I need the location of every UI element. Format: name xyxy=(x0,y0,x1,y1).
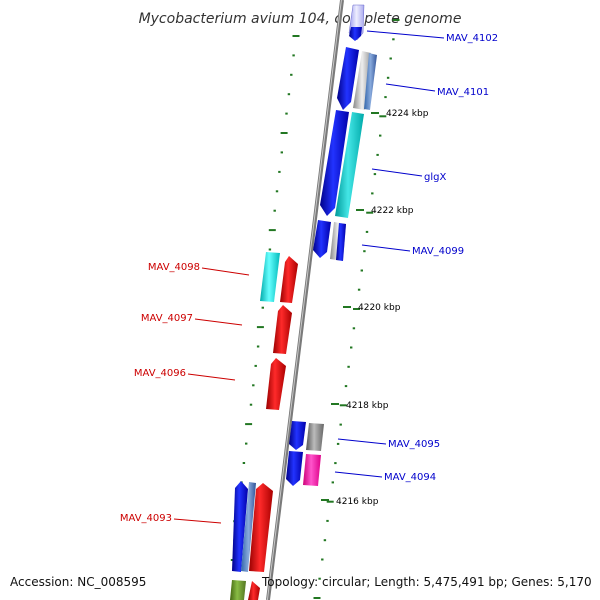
forward-strand-genes xyxy=(286,4,377,486)
gene-block-mav4095-b[interactable] xyxy=(306,423,324,451)
gene-arrow-mav4102[interactable] xyxy=(349,27,362,41)
leader-line-mav4093 xyxy=(173,518,222,524)
genome-summary-text: Topology: circular; Length: 5,475,491 bp… xyxy=(262,575,592,589)
scale-ticks-right xyxy=(313,19,400,599)
gene-label-mav4097[interactable]: MAV_4097 xyxy=(141,313,193,324)
gene-label-mav4096[interactable]: MAV_4096 xyxy=(134,368,186,379)
genome-backbone-highlight xyxy=(266,0,342,600)
leader-line-mav4095 xyxy=(337,438,387,445)
gene-block-mav4098-a[interactable] xyxy=(260,252,280,302)
gene-arrow-partial-red[interactable] xyxy=(248,581,260,600)
scale-label-4220: 4220 kbp xyxy=(358,303,401,313)
gene-labels: MAV_4102 MAV_4101 glgX MAV_4099 MAV_4098… xyxy=(120,30,498,524)
genome-backbone xyxy=(266,0,344,600)
gene-block-mav4094-b[interactable] xyxy=(303,454,321,486)
map-title: Mycobacterium avium 104, complete genome xyxy=(139,11,462,27)
scale-label-4218: 4218 kbp xyxy=(346,401,389,411)
gene-arrow-mav4093-c[interactable] xyxy=(249,483,273,572)
accession-text: Accession: NC_008595 xyxy=(10,575,147,589)
gene-label-mav4094[interactable]: MAV_4094 xyxy=(384,472,436,483)
gene-label-mav4098[interactable]: MAV_4098 xyxy=(148,262,200,273)
gene-block-mav4101-c[interactable] xyxy=(364,53,377,110)
gene-arrow-mav4095-a[interactable] xyxy=(289,421,306,450)
leader-line-mav4102 xyxy=(366,30,445,39)
gene-label-mav4101[interactable]: MAV_4101 xyxy=(437,87,489,98)
leader-line-mav4094 xyxy=(334,471,383,478)
leader-line-mav4099 xyxy=(361,244,411,252)
gene-arrow-mav4097[interactable] xyxy=(273,305,292,354)
gene-block-partial-olive[interactable] xyxy=(230,580,246,600)
gene-block-mav4093-b[interactable] xyxy=(241,482,256,572)
gene-arrow-mav4101-a[interactable] xyxy=(337,47,359,110)
gene-label-mav4093[interactable]: MAV_4093 xyxy=(120,513,172,524)
scale-labels: 4224 kbp 4222 kbp 4220 kbp 4218 kbp 4216… xyxy=(321,109,429,507)
gene-arrow-mav4098[interactable] xyxy=(280,256,298,303)
gene-block-mav4099-c[interactable] xyxy=(336,223,346,261)
gene-block-glgx-b[interactable] xyxy=(335,112,364,218)
leader-line-mav4096 xyxy=(187,373,236,381)
leader-line-glgx xyxy=(371,168,423,177)
gene-label-mav4102[interactable]: MAV_4102 xyxy=(446,33,498,44)
gene-label-glgx[interactable]: glgX xyxy=(424,172,446,183)
gene-arrow-mav4099-a[interactable] xyxy=(313,220,331,258)
gene-label-mav4099[interactable]: MAV_4099 xyxy=(412,246,464,257)
gene-arrow-glgx-a[interactable] xyxy=(320,110,349,216)
gene-arrow-mav4096[interactable] xyxy=(266,358,286,410)
gene-arrow-mav4094-a[interactable] xyxy=(286,451,303,486)
gene-arrow-mav4093-a[interactable] xyxy=(232,481,248,572)
scale-label-4222: 4222 kbp xyxy=(371,206,414,216)
scale-label-4224: 4224 kbp xyxy=(386,109,429,119)
gene-label-mav4095[interactable]: MAV_4095 xyxy=(388,439,440,450)
leader-line-mav4098 xyxy=(201,267,250,276)
leader-line-mav4101 xyxy=(385,83,436,92)
reverse-strand-genes xyxy=(230,252,298,600)
scale-label-4216: 4216 kbp xyxy=(336,497,379,507)
leader-line-mav4097 xyxy=(194,318,243,326)
